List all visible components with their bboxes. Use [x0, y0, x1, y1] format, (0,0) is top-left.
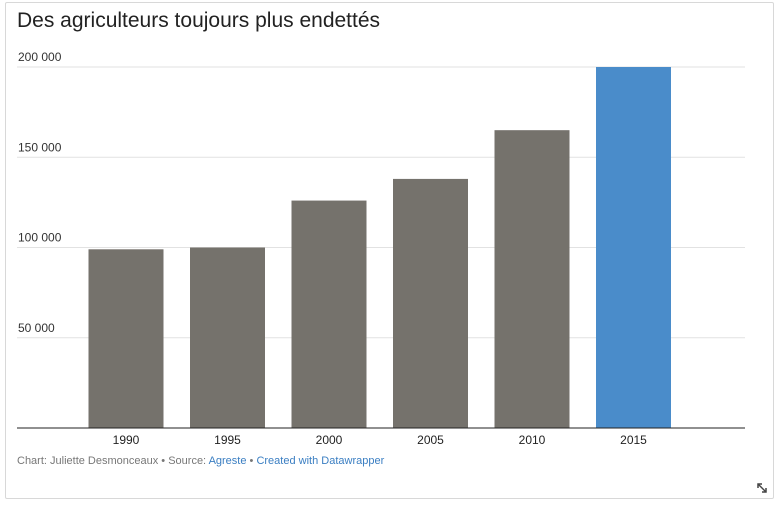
bar	[393, 178, 468, 428]
x-tick-label: 2000	[316, 433, 343, 447]
source-link[interactable]: Agreste	[208, 455, 247, 467]
footer-separator: •	[158, 455, 169, 467]
source-label: Source:	[168, 455, 209, 467]
chart-footer: Chart: Juliette Desmonceaux • Source: Ag…	[17, 455, 384, 467]
bar	[291, 200, 367, 428]
datawrapper-link[interactable]: Created with Datawrapper	[256, 455, 385, 467]
x-tick-label: 2010	[519, 433, 546, 447]
bar	[494, 130, 570, 429]
footer-separator: •	[246, 455, 257, 467]
x-tick-label: 1995	[214, 433, 241, 447]
bar	[88, 249, 164, 428]
y-tick-label: 50 000	[18, 321, 55, 335]
bar	[190, 247, 265, 428]
x-tick-label: 1990	[113, 433, 140, 447]
x-tick-label: 2005	[417, 433, 444, 447]
chart-credit: Chart: Juliette Desmonceaux	[17, 455, 159, 467]
x-tick-label: 2015	[620, 433, 647, 447]
y-tick-label: 150 000	[18, 140, 62, 154]
resize-icon[interactable]	[756, 482, 768, 494]
bar	[596, 67, 671, 428]
y-tick-label: 200 000	[18, 50, 62, 64]
y-tick-label: 100 000	[18, 231, 62, 245]
chart-title: Des agriculteurs toujours plus endettés	[17, 9, 381, 32]
